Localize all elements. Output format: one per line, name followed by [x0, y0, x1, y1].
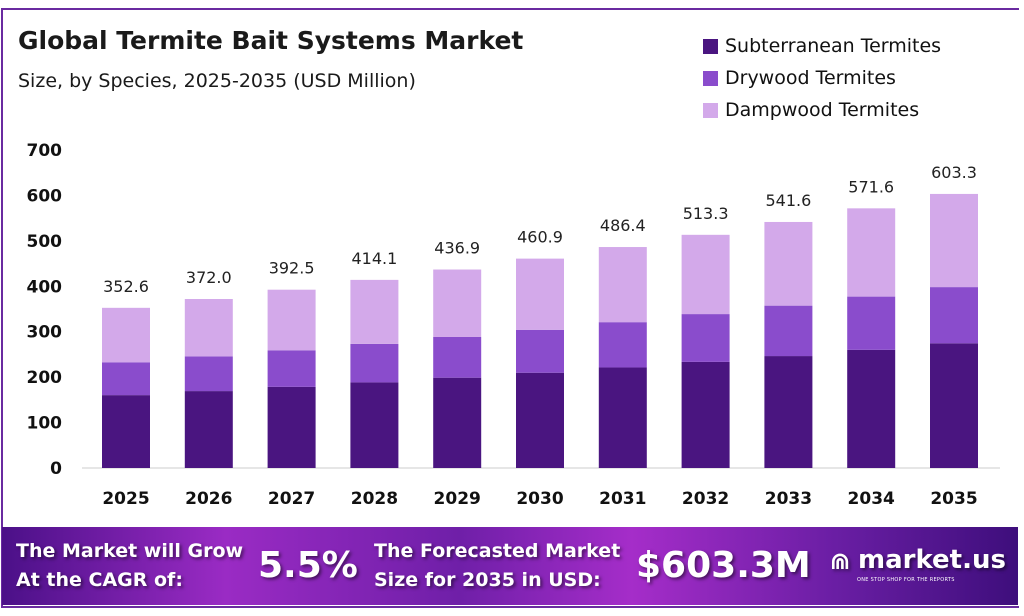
legend-item-dampwood: Dampwood Termites	[703, 94, 941, 126]
logo-text: market.us	[858, 545, 1006, 575]
data-label: 486.4	[600, 216, 646, 235]
data-label: 571.6	[848, 177, 894, 196]
forecast-label: The Forecasted Market Size for 2035 in U…	[374, 537, 620, 595]
y-tick-label: 500	[27, 232, 63, 252]
x-tick-label: 2034	[848, 489, 895, 509]
data-label: 541.6	[765, 191, 811, 210]
x-tick-label: 2026	[185, 489, 232, 509]
x-tick-label: 2033	[765, 489, 812, 509]
bar-segment-subterranean-termites	[681, 361, 730, 468]
bar-segment-subterranean-termites	[516, 372, 564, 468]
data-label: 352.6	[103, 277, 149, 296]
bar-segment-dampwood-termites	[764, 221, 813, 306]
data-label: 513.3	[683, 204, 729, 223]
legend-item-subterranean: Subterranean Termites	[703, 30, 941, 62]
bar-segment-subterranean-termites	[930, 343, 978, 468]
bar-segment-drywood-termites	[433, 336, 482, 378]
legend-label: Dampwood Termites	[725, 99, 920, 121]
x-tick-label: 2029	[434, 489, 481, 509]
legend-label: Drywood Termites	[725, 67, 896, 89]
data-label: 372.0	[186, 268, 232, 287]
bar-segment-dampwood-termites	[930, 193, 978, 288]
bar-segment-drywood-termites	[102, 362, 150, 396]
y-tick-label: 300	[27, 323, 63, 343]
y-tick-label: 600	[27, 186, 63, 206]
forecast-label-line2: Size for 2035 in USD:	[374, 569, 601, 591]
x-tick-label: 2027	[268, 489, 315, 509]
bar-segment-dampwood-termites	[598, 247, 647, 323]
data-label: 436.9	[434, 239, 480, 258]
bar-segment-dampwood-termites	[847, 208, 896, 297]
data-label: 392.5	[269, 259, 315, 278]
x-tick-label: 2028	[351, 489, 398, 509]
forecast-value: $603.3M	[636, 545, 811, 586]
bar-segment-dampwood-termites	[516, 258, 564, 330]
bar-segment-drywood-termites	[764, 305, 813, 357]
legend: Subterranean Termites Drywood Termites D…	[703, 30, 941, 126]
legend-label: Subterranean Termites	[725, 35, 942, 57]
summary-banner: The Market will Grow At the CAGR of: 5.5…	[2, 527, 1018, 605]
cagr-label: The Market will Grow At the CAGR of:	[16, 537, 243, 595]
bar-segment-dampwood-termites	[267, 289, 316, 351]
x-tick-label: 2035	[930, 489, 977, 509]
legend-swatch	[703, 70, 718, 86]
data-label: 414.1	[351, 249, 397, 268]
bar-segment-dampwood-termites	[184, 299, 233, 357]
bar-segment-drywood-termites	[184, 356, 233, 392]
cagr-label-line2: At the CAGR of:	[16, 569, 183, 591]
bar-segment-dampwood-termites	[433, 269, 482, 337]
x-tick-label: 2031	[599, 489, 646, 509]
y-tick-label: 700	[27, 141, 63, 161]
data-label: 460.9	[517, 228, 563, 247]
bar-segment-subterranean-termites	[184, 391, 233, 468]
legend-swatch	[703, 38, 718, 54]
legend-item-drywood: Drywood Termites	[703, 62, 941, 94]
y-tick-label: 200	[27, 368, 63, 388]
forecast-label-line1: The Forecasted Market	[374, 540, 621, 562]
cagr-value: 5.5%	[258, 545, 358, 586]
bar-segment-drywood-termites	[516, 329, 564, 373]
bar-segment-dampwood-termites	[102, 307, 150, 363]
cagr-label-line1: The Market will Grow	[16, 540, 244, 562]
y-tick-label: 400	[27, 277, 63, 297]
bar-segment-subterranean-termites	[764, 356, 813, 468]
y-tick-label: 0	[50, 459, 62, 479]
bar-segment-drywood-termites	[681, 314, 730, 362]
bar-segment-drywood-termites	[350, 343, 399, 383]
x-tick-label: 2032	[682, 489, 729, 509]
data-label: 603.3	[931, 163, 977, 182]
chart-subtitle: Size, by Species, 2025-2035 (USD Million…	[18, 70, 416, 92]
bar-segment-subterranean-termites	[847, 349, 896, 468]
bar-segment-subterranean-termites	[433, 377, 482, 468]
bar-segment-drywood-termites	[930, 287, 978, 344]
bar-segment-drywood-termites	[598, 322, 647, 368]
chart-title: Global Termite Bait Systems Market	[18, 26, 524, 55]
x-tick-label: 2025	[102, 489, 149, 509]
bar-chart: 0 100 200 300 400 500 600 700 352.6 2025 372.0 2026…	[27, 141, 1000, 509]
bar-segment-dampwood-termites	[681, 234, 730, 315]
bar-segment-subterranean-termites	[102, 395, 150, 468]
logo-icon: ⋒	[830, 547, 851, 575]
x-tick-label: 2030	[516, 489, 563, 509]
bar-segment-subterranean-termites	[350, 382, 399, 468]
bar-segment-dampwood-termites	[350, 279, 399, 344]
y-tick-label: 100	[27, 414, 63, 434]
logo-tagline: ONE STOP SHOP FOR THE REPORTS	[857, 577, 955, 583]
bar-segment-drywood-termites	[847, 296, 896, 350]
bar-segment-drywood-termites	[267, 350, 316, 387]
bar-segment-subterranean-termites	[598, 367, 647, 468]
legend-swatch	[703, 102, 718, 118]
frame-border	[1, 8, 1019, 608]
bar-segment-subterranean-termites	[267, 386, 316, 468]
